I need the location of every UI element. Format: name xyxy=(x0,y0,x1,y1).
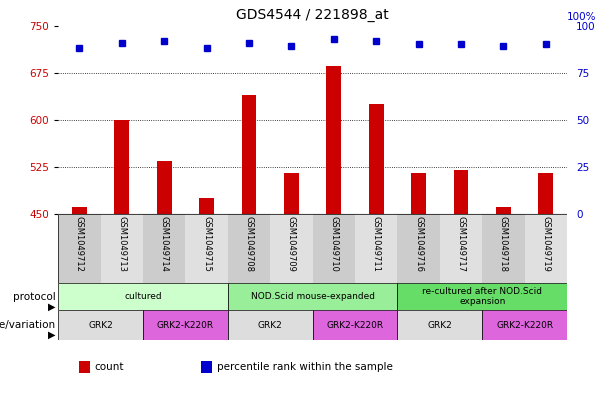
Bar xyxy=(355,214,397,283)
Bar xyxy=(482,214,525,283)
Bar xyxy=(454,170,468,214)
Text: GSM1049709: GSM1049709 xyxy=(287,216,296,272)
Text: 100%: 100% xyxy=(567,12,596,22)
Bar xyxy=(101,214,143,283)
Bar xyxy=(199,198,214,214)
Bar xyxy=(58,310,143,340)
Bar xyxy=(397,283,567,310)
Bar xyxy=(369,104,384,214)
Text: GRK2: GRK2 xyxy=(427,321,452,330)
Bar xyxy=(58,214,101,283)
Bar xyxy=(482,26,525,214)
Bar xyxy=(313,26,355,214)
Bar xyxy=(242,95,256,214)
Text: GSM1049708: GSM1049708 xyxy=(245,216,254,272)
Bar xyxy=(58,26,101,214)
Text: GRK2-K220R: GRK2-K220R xyxy=(496,321,553,330)
Text: GSM1049712: GSM1049712 xyxy=(75,216,84,272)
Text: GSM1049714: GSM1049714 xyxy=(160,216,169,272)
Bar xyxy=(313,310,397,340)
Text: GSM1049711: GSM1049711 xyxy=(371,216,381,272)
Bar xyxy=(397,310,482,340)
Bar xyxy=(397,214,440,283)
Text: GSM1049716: GSM1049716 xyxy=(414,216,423,272)
Bar xyxy=(525,214,567,283)
Text: GRK2: GRK2 xyxy=(258,321,283,330)
Text: ▶: ▶ xyxy=(48,301,56,312)
Text: ▶: ▶ xyxy=(48,330,56,340)
Bar xyxy=(200,361,212,373)
Bar xyxy=(326,66,341,214)
Text: re-cultured after NOD.Scid
expansion: re-cultured after NOD.Scid expansion xyxy=(422,287,543,307)
Bar xyxy=(228,310,313,340)
Bar xyxy=(228,214,270,283)
Bar xyxy=(270,214,313,283)
Bar xyxy=(228,26,270,214)
Text: GRK2-K220R: GRK2-K220R xyxy=(157,321,214,330)
Title: GDS4544 / 221898_at: GDS4544 / 221898_at xyxy=(236,8,389,22)
Bar xyxy=(72,207,87,214)
Bar xyxy=(143,214,186,283)
Bar xyxy=(440,214,482,283)
Bar xyxy=(185,26,228,214)
Bar xyxy=(284,173,299,214)
Bar xyxy=(143,310,228,340)
Text: percentile rank within the sample: percentile rank within the sample xyxy=(217,362,393,372)
Text: GSM1049710: GSM1049710 xyxy=(329,216,338,272)
Text: GSM1049717: GSM1049717 xyxy=(457,216,465,272)
Text: GSM1049719: GSM1049719 xyxy=(541,216,550,272)
Bar xyxy=(482,310,567,340)
Bar xyxy=(411,173,426,214)
Bar xyxy=(440,26,482,214)
Bar xyxy=(228,283,397,310)
Text: GRK2-K220R: GRK2-K220R xyxy=(327,321,384,330)
Bar xyxy=(185,214,228,283)
Text: GSM1049718: GSM1049718 xyxy=(499,216,508,272)
Bar xyxy=(58,283,228,310)
Bar xyxy=(101,26,143,214)
Bar xyxy=(496,207,511,214)
Text: cultured: cultured xyxy=(124,292,162,301)
Bar xyxy=(157,161,172,214)
Bar xyxy=(355,26,397,214)
Bar xyxy=(538,173,554,214)
Bar xyxy=(397,26,440,214)
Bar xyxy=(115,120,129,214)
Text: genotype/variation: genotype/variation xyxy=(0,320,56,330)
Text: NOD.Scid mouse-expanded: NOD.Scid mouse-expanded xyxy=(251,292,375,301)
Bar xyxy=(270,26,313,214)
Bar xyxy=(143,26,186,214)
Text: protocol: protocol xyxy=(13,292,56,302)
Text: GRK2: GRK2 xyxy=(88,321,113,330)
Text: GSM1049715: GSM1049715 xyxy=(202,216,211,272)
Bar xyxy=(313,214,355,283)
Bar xyxy=(78,361,89,373)
Text: count: count xyxy=(95,362,124,372)
Bar xyxy=(525,26,567,214)
Text: GSM1049713: GSM1049713 xyxy=(117,216,126,272)
